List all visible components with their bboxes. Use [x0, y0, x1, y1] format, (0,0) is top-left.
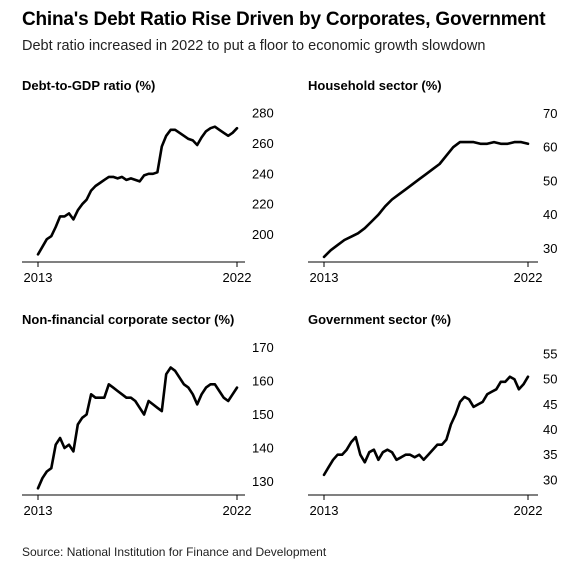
government-chart: Government sector (%) 30 35 40 45 50 55 2013 202… — [308, 312, 557, 518]
source-note: Source: National Institution for Finance… — [22, 545, 327, 559]
government-x-tick-label: 2013 — [310, 503, 339, 518]
household-x-tick-label: 2022 — [514, 270, 543, 285]
debt-to-gdp-panel-title: Debt-to-GDP ratio (%) — [22, 78, 155, 93]
household-y-tick-label: 40 — [543, 207, 557, 222]
household-y-tick-label: 50 — [543, 173, 557, 188]
government-y-tick-label: 50 — [543, 372, 557, 387]
debt-to-gdp-chart: Debt-to-GDP ratio (%) 200 220 240 260 280 2013… — [22, 78, 274, 285]
government-x-tick-label: 2022 — [514, 503, 543, 518]
household-y-tick-label: 70 — [543, 106, 557, 121]
debt-to-gdp-y-tick-label: 240 — [252, 166, 274, 181]
government-y-tick-label: 45 — [543, 397, 557, 412]
corporate-y-tick-label: 160 — [252, 373, 274, 388]
household-y-tick-label: 30 — [543, 241, 557, 256]
debt-to-gdp-y-tick-label: 260 — [252, 136, 274, 151]
government-panel-title: Government sector (%) — [308, 312, 451, 327]
debt-to-gdp-x-tick-label: 2022 — [223, 270, 252, 285]
government-y-tick-label: 40 — [543, 422, 557, 437]
debt-to-gdp-y-tick-label: 220 — [252, 197, 274, 212]
corporate-y-tick-label: 130 — [252, 474, 274, 489]
corporate-y-tick-label: 150 — [252, 407, 274, 422]
chart-subtitle: Debt ratio increased in 2022 to put a fl… — [22, 38, 486, 54]
corporate-x-tick-label: 2013 — [24, 503, 53, 518]
household-y-tick-label: 60 — [543, 140, 557, 155]
government-series-line — [322, 375, 530, 477]
corporate-y-tick-label: 140 — [252, 441, 274, 456]
debt-to-gdp-y-tick-label: 280 — [252, 106, 274, 121]
government-y-tick-label: 30 — [543, 472, 557, 487]
household-series-line — [322, 140, 530, 259]
corporate-panel-title: Non-financial corporate sector (%) — [22, 312, 234, 327]
debt-to-gdp-y-tick-label: 200 — [252, 227, 274, 242]
debt-to-gdp-series-line — [36, 125, 239, 256]
debt-to-gdp-x-tick-label: 2013 — [24, 270, 53, 285]
government-y-tick-label: 35 — [543, 447, 557, 462]
corporate-series-line — [36, 366, 239, 490]
household-chart: Household sector (%) 30 40 50 60 70 2013 2022 — [308, 78, 557, 285]
corporate-y-tick-label: 170 — [252, 340, 274, 355]
household-x-tick-label: 2013 — [310, 270, 339, 285]
corporate-chart: Non-financial corporate sector (%) 130 140… — [22, 312, 274, 518]
household-panel-title: Household sector (%) — [308, 78, 442, 93]
government-y-tick-label: 55 — [543, 347, 557, 362]
corporate-x-tick-label: 2022 — [223, 503, 252, 518]
chart-title: China's Debt Ratio Rise Driven by Corpor… — [22, 9, 546, 30]
